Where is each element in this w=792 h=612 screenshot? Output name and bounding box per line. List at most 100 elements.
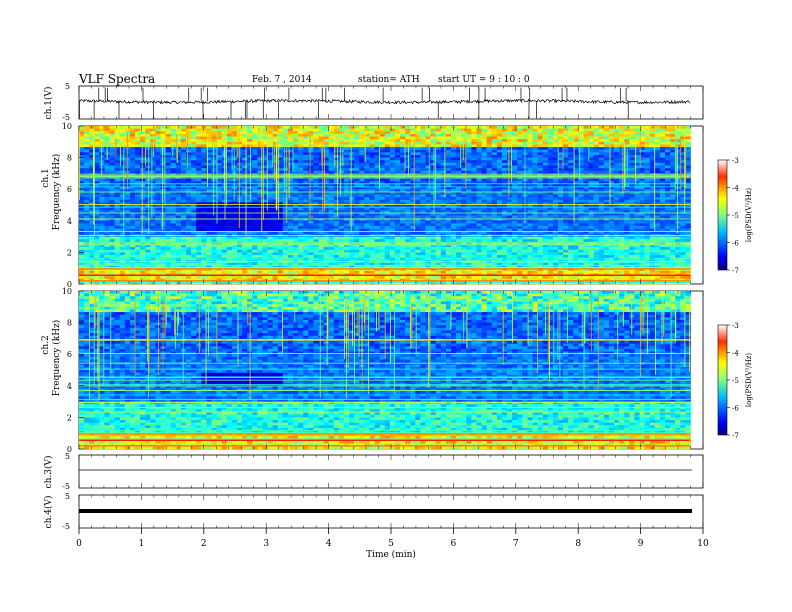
spec-cell: [124, 207, 131, 211]
spec-cell: [267, 126, 273, 129]
spec-cell: [440, 244, 447, 248]
spec-cell: [298, 228, 304, 232]
spec-cell: [486, 228, 493, 232]
spec-cell: [267, 205, 273, 208]
spec-cell: [109, 131, 115, 135]
spec-cell: [201, 173, 207, 177]
spec-cell: [231, 128, 238, 132]
spec-cell: [481, 220, 487, 224]
spec-cell: [175, 231, 182, 235]
spec-cell: [379, 131, 386, 135]
spec-cell: [491, 249, 498, 253]
spec-cell: [389, 157, 396, 161]
spec-cell: [364, 170, 370, 174]
spec-cell: [114, 168, 121, 172]
spec-cell: [400, 157, 406, 161]
spec-cell: [109, 270, 115, 274]
spec-cell: [257, 186, 263, 190]
spec-cell: [191, 147, 197, 150]
spec-cell: [420, 202, 426, 206]
spec-cell: [481, 126, 487, 129]
spec-cell: [476, 170, 482, 174]
spec-cell: [236, 252, 243, 256]
spec-cell: [405, 183, 411, 187]
spec-cell: [349, 131, 355, 135]
spec-cell: [451, 244, 457, 248]
spec-cell: [109, 126, 115, 129]
spec-cell: [170, 255, 177, 258]
spec-cell: [129, 205, 136, 208]
spec-cell: [369, 239, 375, 243]
spec-cell: [425, 252, 431, 256]
spec-cell: [252, 133, 258, 137]
spec-cell: [252, 170, 258, 174]
spec-cell: [400, 207, 406, 211]
spec-cell: [206, 205, 212, 208]
spec-cell: [267, 189, 273, 193]
spec-cell: [466, 170, 472, 174]
spec-cell: [389, 191, 396, 195]
spec-cell: [364, 249, 370, 253]
spec-cell: [369, 236, 375, 240]
spec-cell: [415, 128, 421, 132]
spec-cell: [491, 141, 498, 145]
spec-cell: [328, 218, 335, 222]
spec-cell: [471, 270, 477, 274]
spec-cell: [400, 152, 406, 156]
spec-cell: [318, 210, 324, 214]
spec-cell: [170, 197, 177, 201]
spec-cell: [84, 165, 90, 169]
spec-cell: [211, 231, 217, 235]
spec-cell: [471, 168, 477, 172]
spec-cell: [293, 152, 299, 156]
spec-cell: [374, 186, 380, 190]
spec-cell: [349, 147, 355, 150]
spec-cell: [287, 128, 294, 132]
spec-cell: [99, 265, 105, 269]
spec-cell: [308, 205, 314, 208]
spec-cell: [242, 131, 248, 135]
spec-cell: [104, 186, 110, 190]
spec-cell: [333, 239, 340, 243]
spec-cell: [257, 181, 263, 185]
spec-cell: [308, 162, 314, 166]
spec-cell: [466, 183, 472, 187]
spec-cell: [170, 270, 177, 274]
spec-cell: [155, 157, 161, 161]
spec-cell: [180, 223, 187, 227]
spec-cell: [323, 176, 330, 179]
spec-cell: [435, 183, 442, 187]
spec-cell: [476, 186, 482, 190]
spec-cell: [430, 131, 437, 135]
spec-cell: [216, 176, 222, 179]
spec-cell: [186, 220, 192, 224]
spec-cell: [221, 265, 228, 269]
spec-cell: [471, 223, 477, 227]
spec-cell: [165, 276, 172, 280]
spec-cell: [400, 139, 406, 143]
spec-cell: [400, 236, 406, 240]
spec-cell: [175, 170, 182, 174]
spec-cell: [430, 210, 437, 214]
spec-cell: [349, 199, 355, 203]
spec-cell: [206, 189, 212, 193]
spec-cell: [349, 168, 355, 172]
spec-cell: [440, 191, 447, 195]
spec-cell: [481, 136, 487, 140]
spec-cell: [170, 220, 177, 224]
spec-cell: [211, 236, 217, 240]
spec-cell: [313, 136, 319, 140]
spec-cell: [445, 249, 452, 253]
spec-cell: [425, 244, 431, 248]
spec-cell: [435, 170, 442, 174]
spec-cell: [186, 147, 192, 150]
spec-cell: [129, 168, 136, 172]
spec-cell: [104, 244, 110, 248]
spec-cell: [384, 160, 391, 164]
spec-cell: [364, 186, 370, 190]
spec-cell: [165, 173, 172, 177]
ch1-ytick-bottom: -5: [62, 113, 70, 122]
spec-cell: [109, 128, 115, 132]
spec-cell: [242, 183, 248, 187]
spec-cell: [226, 147, 233, 150]
